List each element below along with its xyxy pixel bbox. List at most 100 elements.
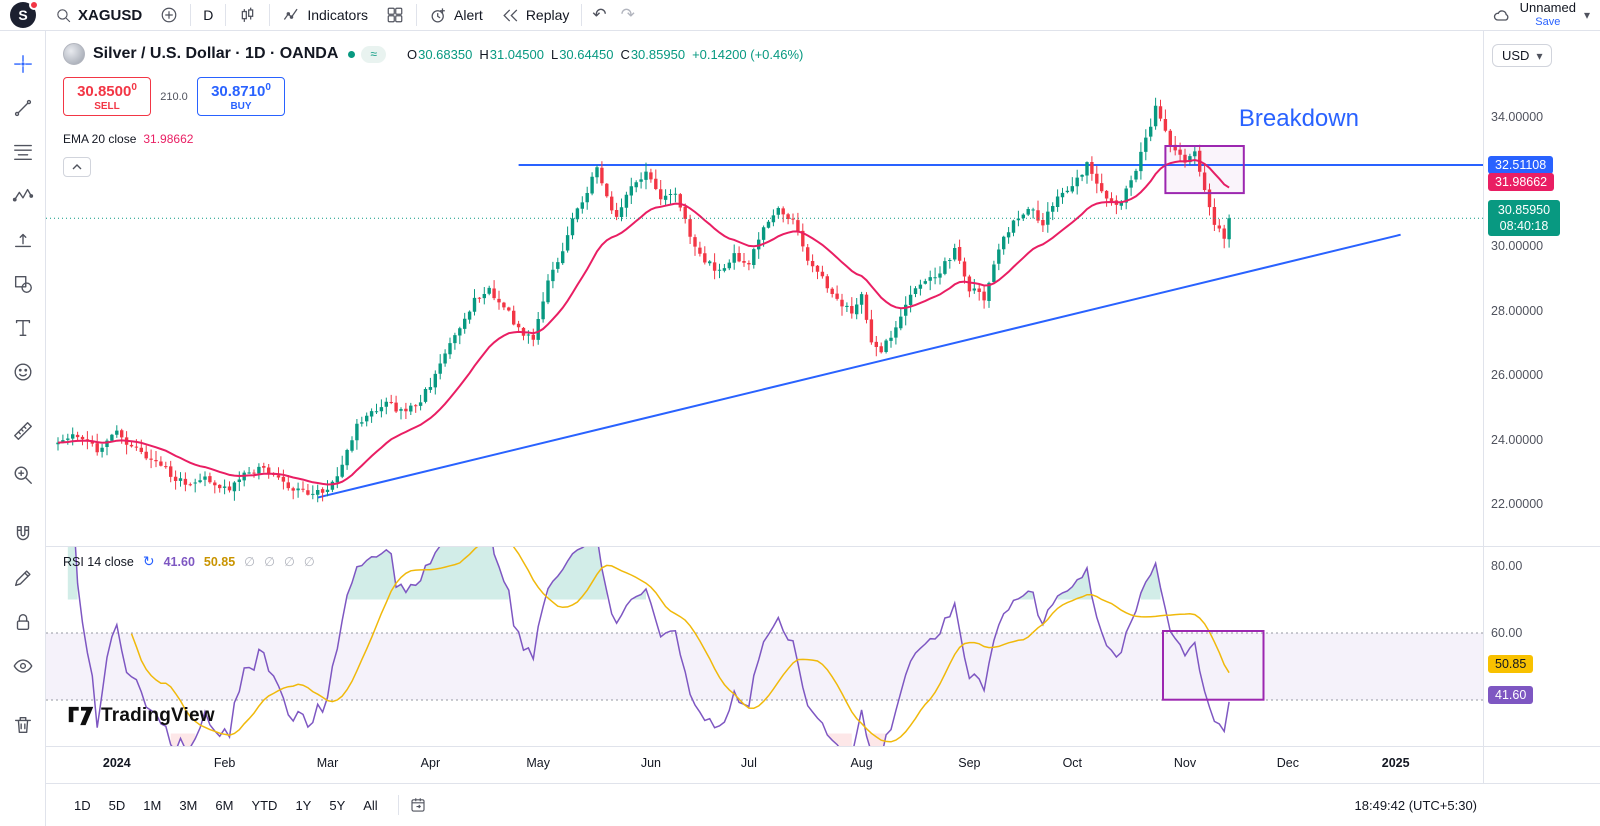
rsi-oversold-fill <box>170 733 196 746</box>
sell-label: SELL <box>94 101 120 112</box>
rsi-axis-label: 80.00 <box>1491 559 1523 573</box>
lock-all-drawings-tool[interactable] <box>4 603 42 641</box>
toolbar-divider <box>581 4 583 26</box>
rsi-breakdown-box[interactable] <box>1162 630 1265 701</box>
rsi-axis-label: 60.00 <box>1491 626 1523 640</box>
zoom-in-tool[interactable] <box>4 456 42 494</box>
rsi-settings-icon[interactable]: ↻ <box>142 553 155 569</box>
magnet-tool[interactable] <box>4 515 42 553</box>
range-button-1y[interactable]: 1Y <box>295 797 312 813</box>
tradingview-logo-text: TradingView <box>101 705 215 726</box>
interval-button[interactable]: D <box>194 0 222 30</box>
price-axis[interactable]: USD ▾ 34.00000 30.00000 28.00000 26.00000 24… <box>1483 31 1600 783</box>
open-label: O <box>406 46 418 62</box>
notification-dot-icon <box>29 0 39 10</box>
toolbar-divider <box>269 4 271 26</box>
delayed-data-icon[interactable]: ≈ <box>361 45 386 63</box>
ema-legend[interactable]: EMA 20 close 31.98662 <box>63 132 193 146</box>
symbol-legend[interactable]: Silver / U.S. Dollar · 1D · OANDA ≈ O 30.… <box>63 43 803 65</box>
open-value: 30.68350 <box>418 46 473 62</box>
range-button-5y[interactable]: 5Y <box>329 797 346 813</box>
trendline-tool[interactable] <box>4 89 42 127</box>
symbol-search-text: XAGUSD <box>78 6 143 24</box>
replay-label: Replay <box>525 7 570 23</box>
crosshair-tool[interactable] <box>4 45 42 83</box>
cloud-save-icon <box>1493 10 1509 21</box>
layout-name: Unnamed <box>1519 0 1576 15</box>
layout-grid-button[interactable] <box>377 0 413 30</box>
alert-button[interactable]: Alert <box>420 0 492 30</box>
symbol-search-button[interactable]: XAGUSD <box>46 0 151 30</box>
range-button-1m[interactable]: 1M <box>143 797 162 813</box>
range-button-1d[interactable]: 1D <box>74 797 91 813</box>
range-button-6m[interactable]: 6M <box>215 797 234 813</box>
rsi-overbought-fill <box>67 546 78 600</box>
draw-pencil-tool[interactable] <box>4 559 42 597</box>
symbol-title[interactable]: Silver / U.S. Dollar · 1D · OANDA <box>93 45 339 62</box>
rsi-overbought-fill <box>347 546 509 600</box>
rsi-overbought-fill <box>548 546 607 600</box>
redo-icon[interactable]: ↷ <box>620 5 635 24</box>
interval-label: D <box>203 7 214 23</box>
range-button-3m[interactable]: 3M <box>179 797 198 813</box>
close-value: 30.85950 <box>630 46 686 62</box>
rsi-legend[interactable]: RSI 14 close ↻ 41.60 50.85 ∅ ∅ ∅ ∅ <box>63 553 315 570</box>
plus-circle-icon <box>161 7 177 23</box>
time-axis-label: 2025 <box>1381 756 1410 770</box>
measure-ruler-tool[interactable] <box>4 412 42 450</box>
pane-separator[interactable] <box>46 546 1600 547</box>
time-axis-label: Dec <box>1276 756 1300 770</box>
replay-button[interactable]: Replay <box>492 0 579 30</box>
chart-plot-area[interactable]: Breakdown 2024 Feb Mar Apr May Jun Jul Aug Sep Oc… <box>46 31 1483 783</box>
rsi-ma-line[interactable] <box>130 546 1230 743</box>
chevron-down-icon[interactable]: ▾ <box>1583 8 1590 22</box>
indicators-button[interactable]: Indicators <box>273 0 377 30</box>
prediction-tool[interactable] <box>4 221 42 259</box>
range-button-ytd[interactable]: YTD <box>251 797 278 813</box>
text-tool[interactable] <box>4 309 42 347</box>
hide-all-drawings-tool[interactable] <box>4 647 42 685</box>
buy-label: BUY <box>230 101 252 112</box>
layout-menu[interactable]: Unnamed Save <box>1520 1 1576 29</box>
save-button[interactable]: Save <box>1535 16 1561 28</box>
buy-button[interactable]: 30.87100 BUY <box>197 77 285 116</box>
toolbar-divider <box>416 4 418 26</box>
time-axis[interactable]: 2024 Feb Mar Apr May Jun Jul Aug Sep Oct Nov Dec 202… <box>46 747 1483 783</box>
price-axis-label: 24.00000 <box>1491 432 1544 447</box>
sell-button[interactable]: 30.85000 SELL <box>63 77 151 116</box>
chart-style-button[interactable] <box>229 0 266 30</box>
range-button-5d[interactable]: 5D <box>108 797 126 813</box>
spread-value: 210.0 <box>160 90 188 103</box>
rsi-empty-plot-icon: ∅ <box>283 555 295 569</box>
collapse-legend-button[interactable] <box>63 157 91 177</box>
tradingview-logo[interactable]: TradingView <box>68 704 215 728</box>
range-button-all[interactable]: All <box>363 797 378 813</box>
compare-add-button[interactable] <box>151 0 187 30</box>
rsi-ma-price-label: 50.85 <box>1488 654 1534 673</box>
pattern-xabcd-tool[interactable] <box>4 177 42 215</box>
session-clock[interactable]: 18:49:42 (UTC+5:30) <box>1354 797 1477 813</box>
support-trendline[interactable] <box>317 233 1401 499</box>
price-axis-label: 22.00000 <box>1491 497 1544 511</box>
rsi-line[interactable] <box>68 546 1230 746</box>
ema-line[interactable] <box>57 158 1230 486</box>
account-avatar[interactable]: S <box>10 0 39 28</box>
shapes-tool[interactable] <box>4 265 42 303</box>
undo-icon[interactable]: ↶ <box>592 5 607 24</box>
emoji-tool[interactable] <box>4 353 42 391</box>
fib-retracement-tool[interactable] <box>4 133 42 171</box>
breakdown-annotation-text[interactable]: Breakdown <box>1239 105 1359 132</box>
rsi-pane-canvas[interactable] <box>46 546 1483 746</box>
breakdown-box[interactable] <box>1164 145 1245 195</box>
time-axis-label: Mar <box>316 756 339 770</box>
go-to-date-button[interactable] <box>409 796 427 814</box>
indicators-icon <box>284 8 298 20</box>
ema-price-label: 31.98662 <box>1488 172 1555 191</box>
remove-drawings-tool[interactable] <box>4 706 42 744</box>
main-chart-canvas[interactable]: Breakdown <box>46 31 1483 546</box>
currency-label: USD <box>1502 48 1530 63</box>
currency-selector[interactable]: USD ▾ <box>1492 44 1553 67</box>
chevron-up-icon <box>72 164 82 170</box>
rsi-oversold-fill <box>866 733 887 746</box>
